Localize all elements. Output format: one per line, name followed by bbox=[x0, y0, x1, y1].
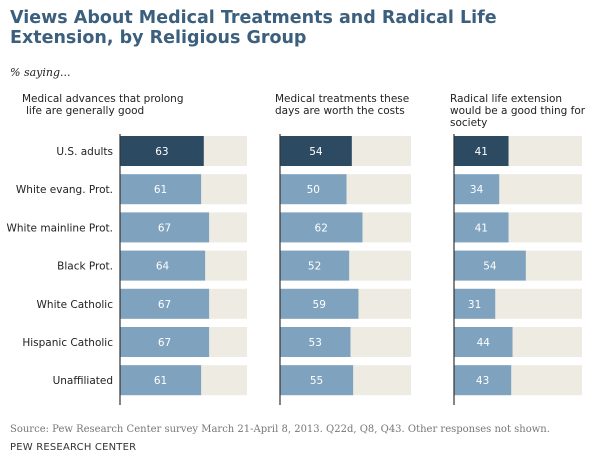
bar bbox=[280, 174, 347, 205]
bar-value-label: 41 bbox=[475, 146, 488, 158]
category-label: Unaffiliated bbox=[53, 375, 113, 387]
bar bbox=[454, 174, 500, 205]
bar-value-label: 34 bbox=[470, 184, 484, 196]
bar-value-label: 55 bbox=[310, 375, 323, 387]
bar-value-label: 50 bbox=[307, 184, 320, 196]
bar bbox=[454, 288, 496, 319]
bar bbox=[120, 250, 206, 281]
bar-value-label: 64 bbox=[156, 261, 170, 273]
bar-value-label: 67 bbox=[158, 299, 171, 311]
chart-title: Views About Medical Treatments and Radic… bbox=[10, 8, 497, 48]
bar-value-label: 52 bbox=[308, 261, 321, 273]
panel-title-3-line-3: society bbox=[450, 117, 487, 129]
panel-title-2-line-1: Medical treatments these bbox=[275, 93, 409, 105]
bar-value-label: 61 bbox=[154, 184, 167, 196]
bar bbox=[280, 365, 354, 396]
bar bbox=[280, 250, 350, 281]
category-label: Hispanic Catholic bbox=[22, 337, 113, 349]
bar-value-label: 61 bbox=[154, 375, 167, 387]
bar bbox=[280, 212, 363, 243]
bar-value-label: 54 bbox=[483, 261, 497, 273]
panel-title-3-line-1: Radical life extension bbox=[450, 93, 562, 105]
bar-value-label: 62 bbox=[315, 222, 328, 234]
bar bbox=[120, 212, 210, 243]
panel-title-1-line-2: life are generally good bbox=[26, 105, 144, 117]
category-label: White evang. Prot. bbox=[16, 184, 113, 196]
bar bbox=[454, 212, 509, 243]
bar-value-label: 67 bbox=[158, 222, 171, 234]
bar bbox=[454, 365, 512, 396]
bar-value-label: 54 bbox=[309, 146, 323, 158]
category-label: U.S. adults bbox=[56, 146, 113, 158]
category-label: Black Prot. bbox=[57, 261, 113, 273]
bar-value-label: 59 bbox=[313, 299, 326, 311]
bar-value-label: 63 bbox=[155, 146, 168, 158]
bar bbox=[280, 288, 359, 319]
bar-value-label: 44 bbox=[477, 337, 491, 349]
panel-title-1-line-1: Medical advances that prolong bbox=[22, 93, 184, 105]
bar bbox=[120, 174, 202, 205]
source-note: Source: Pew Research Center survey March… bbox=[10, 424, 550, 435]
bar-value-label: 31 bbox=[468, 299, 481, 311]
bar bbox=[280, 327, 351, 357]
bar-value-label: 53 bbox=[309, 337, 322, 349]
bar bbox=[454, 136, 509, 166]
bar-value-label: 41 bbox=[475, 222, 488, 234]
bar-value-label: 43 bbox=[476, 375, 489, 387]
bar bbox=[120, 288, 210, 319]
category-label: White mainline Prot. bbox=[6, 222, 113, 234]
category-label: White Catholic bbox=[37, 299, 114, 311]
chart-subtitle: % saying... bbox=[10, 66, 71, 79]
bar bbox=[120, 136, 204, 166]
bar bbox=[280, 136, 352, 166]
bar bbox=[120, 365, 202, 396]
bar bbox=[454, 250, 526, 281]
bar bbox=[454, 327, 513, 357]
bar-value-label: 67 bbox=[158, 337, 171, 349]
bar bbox=[120, 327, 210, 357]
panel-title-2-line-2: days are worth the costs bbox=[275, 105, 405, 117]
panel-title-3-line-2: would be a good thing for bbox=[450, 105, 586, 117]
footer-credit: PEW RESEARCH CENTER bbox=[10, 442, 137, 453]
